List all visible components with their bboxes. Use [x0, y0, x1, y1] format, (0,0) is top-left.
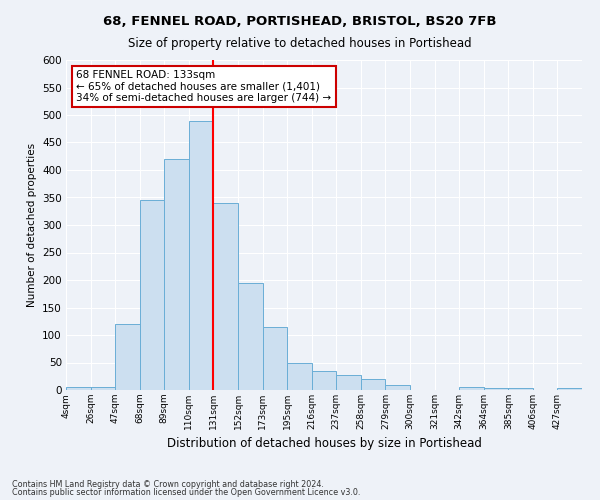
- Text: Contains public sector information licensed under the Open Government Licence v3: Contains public sector information licen…: [12, 488, 361, 497]
- Bar: [312, 371, 336, 390]
- Bar: [336, 374, 361, 390]
- Text: 68 FENNEL ROAD: 133sqm
← 65% of detached houses are smaller (1,401)
34% of semi-: 68 FENNEL ROAD: 133sqm ← 65% of detached…: [76, 70, 331, 103]
- Bar: [361, 379, 385, 390]
- Bar: [189, 120, 214, 390]
- Text: 68, FENNEL ROAD, PORTISHEAD, BRISTOL, BS20 7FB: 68, FENNEL ROAD, PORTISHEAD, BRISTOL, BS…: [103, 15, 497, 28]
- Bar: [115, 324, 140, 390]
- Bar: [459, 387, 484, 390]
- Bar: [91, 387, 115, 390]
- Bar: [66, 387, 91, 390]
- X-axis label: Distribution of detached houses by size in Portishead: Distribution of detached houses by size …: [167, 438, 481, 450]
- Bar: [140, 200, 164, 390]
- Bar: [287, 362, 312, 390]
- Bar: [263, 327, 287, 390]
- Bar: [214, 203, 238, 390]
- Y-axis label: Number of detached properties: Number of detached properties: [26, 143, 37, 307]
- Bar: [385, 384, 410, 390]
- Text: Size of property relative to detached houses in Portishead: Size of property relative to detached ho…: [128, 38, 472, 51]
- Text: Contains HM Land Registry data © Crown copyright and database right 2024.: Contains HM Land Registry data © Crown c…: [12, 480, 324, 489]
- Bar: [508, 388, 533, 390]
- Bar: [557, 388, 582, 390]
- Bar: [164, 159, 189, 390]
- Bar: [238, 283, 263, 390]
- Bar: [484, 388, 508, 390]
